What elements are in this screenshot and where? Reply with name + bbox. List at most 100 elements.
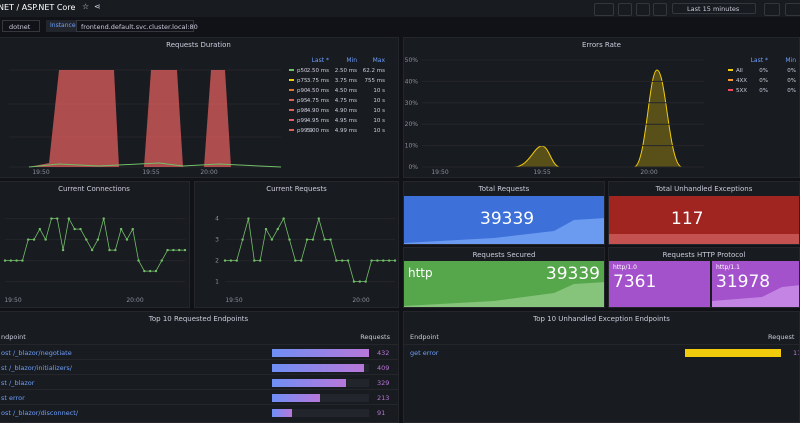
legend-min: 4.90 ms xyxy=(335,108,357,114)
connections-chart: 19:50 20:00 xyxy=(3,217,187,304)
point xyxy=(317,217,320,220)
legend-swatch xyxy=(289,109,294,111)
y-tick-label: 40% xyxy=(405,78,419,85)
requests-chart: 1 2 3 4 19:50 20:00 xyxy=(215,216,397,304)
zoom-button[interactable] xyxy=(785,3,800,16)
point xyxy=(376,259,379,262)
point xyxy=(358,280,362,283)
panel-title: Errors Rate xyxy=(582,41,621,49)
point xyxy=(125,238,129,241)
legend-header: Max xyxy=(373,57,386,64)
table-row: st error 213 xyxy=(0,389,398,406)
point xyxy=(235,259,238,262)
total-requests-panel: Total Requests 39339 xyxy=(403,181,605,245)
instance-select[interactable]: frontend.default.svc.cluster.local:80 xyxy=(76,20,198,32)
y-tick-label: 0% xyxy=(408,164,418,171)
legend-min: 0% xyxy=(787,78,796,84)
point xyxy=(270,238,274,241)
sparkline xyxy=(404,218,604,244)
datasource-select[interactable]: dotnet xyxy=(2,20,40,32)
table-row: st /_blazor 329 xyxy=(0,374,398,391)
x-tick-label: 19:50 xyxy=(4,297,21,304)
sparkline xyxy=(609,234,799,244)
legend-header: Min xyxy=(785,57,796,64)
point xyxy=(90,248,94,252)
total-exceptions-panel: Total Unhandled Exceptions 117 xyxy=(608,181,800,245)
point xyxy=(143,269,146,273)
view-button[interactable] xyxy=(653,3,667,16)
legend-swatch xyxy=(728,79,733,81)
point xyxy=(79,227,82,231)
time-picker[interactable]: Last 15 minutes xyxy=(672,3,756,14)
top-bar: NET / ASP.NET Core ☆ ⋖ Last 15 minutes xyxy=(0,0,800,17)
datasource: dotnet xyxy=(9,23,31,31)
refresh-button[interactable] xyxy=(764,3,780,16)
dashboard-title: NET / ASP.NET Core xyxy=(0,3,76,12)
legend-name: All xyxy=(736,68,743,74)
point xyxy=(102,217,105,220)
legend-min: 3.75 ms xyxy=(335,78,357,84)
legend-swatch xyxy=(728,69,733,71)
legend-swatch xyxy=(289,89,294,91)
point xyxy=(382,259,385,262)
bar xyxy=(272,379,346,387)
point xyxy=(323,238,326,241)
point xyxy=(172,248,175,252)
endpoint-name: get error xyxy=(410,349,439,357)
legend-swatch xyxy=(289,129,294,131)
point xyxy=(61,248,65,252)
legend-min: 0% xyxy=(787,88,796,94)
point xyxy=(27,238,30,241)
point xyxy=(329,238,332,241)
y-tick-label: 10% xyxy=(405,143,419,150)
add-button[interactable] xyxy=(594,3,614,16)
legend-max: 10 s xyxy=(373,88,385,94)
requests-panel: Current Requests 1 2 3 4 19:50 20:00 xyxy=(194,181,399,308)
legend-min: 4.75 ms xyxy=(335,98,357,104)
column-header: Endpoint xyxy=(410,333,439,341)
legend-last: 0% xyxy=(759,88,768,94)
point xyxy=(9,259,13,262)
point xyxy=(177,248,181,252)
point xyxy=(119,227,123,231)
legend-swatch xyxy=(289,99,294,101)
legend-min: 4.50 ms xyxy=(335,88,357,94)
request-count: 329 xyxy=(377,379,390,387)
endpoint-name: ost /_blazor/disconnect/ xyxy=(1,409,79,417)
star-icon[interactable]: ☆ xyxy=(82,2,90,11)
point xyxy=(114,248,117,252)
table-row: get error 117 xyxy=(404,344,799,361)
legend-swatch xyxy=(289,79,294,81)
point xyxy=(166,248,169,252)
share-icon[interactable]: ⋖ xyxy=(94,2,101,11)
panel-title: Requests Duration xyxy=(166,41,231,49)
legend-max: 62.2 ms xyxy=(363,68,385,74)
point xyxy=(229,259,233,262)
legend-name: p75 xyxy=(297,78,308,84)
y-tick-label: 50% xyxy=(405,57,419,64)
legend-name: p95 xyxy=(297,98,308,104)
save-button[interactable] xyxy=(618,3,632,16)
x-tick-label: 19:55 xyxy=(533,169,550,176)
panel-title: Total Requests xyxy=(478,185,530,193)
stat-label: http/1.1 xyxy=(716,264,740,271)
errors-area xyxy=(426,69,704,168)
point xyxy=(253,259,256,262)
point xyxy=(50,217,53,220)
y-tick-label: 30% xyxy=(405,100,419,107)
point xyxy=(3,259,7,262)
instance: frontend.default.svc.cluster.local:80 xyxy=(81,23,198,31)
legend-name: p99.9 xyxy=(297,128,313,134)
y-tick-label: 20% xyxy=(405,121,419,128)
stat-box: 39339 xyxy=(404,196,604,244)
point xyxy=(44,238,47,241)
exceptions-table: Top 10 Unhandled Exception Endpoints End… xyxy=(403,311,800,423)
point xyxy=(264,227,268,231)
point xyxy=(67,217,71,220)
errors-chart: Last *MinMaxAll0%0%45.4XX0%0%45.5XX0%0%0… xyxy=(405,57,797,176)
settings-button[interactable] xyxy=(636,3,650,16)
point xyxy=(387,259,391,262)
bar xyxy=(272,394,320,402)
endpoint-name: ost /_blazor/negotiate xyxy=(1,349,72,357)
